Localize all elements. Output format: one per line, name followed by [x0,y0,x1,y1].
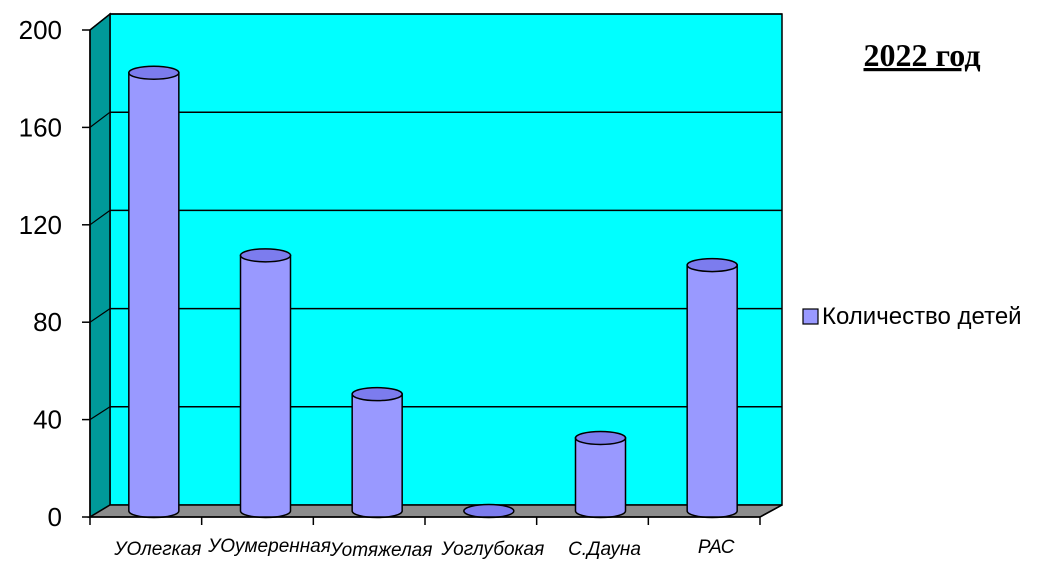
bar-body [686,264,738,519]
gridline-side [89,111,111,128]
legend-swatch [802,308,819,325]
bar [128,65,180,519]
y-tick-label: 40 [33,405,62,435]
chart-title: 2022 год [864,37,981,73]
gridline-side [89,406,111,421]
x-tick-label: Уотяжелая [329,540,433,561]
gridline-side [89,308,111,323]
bar-top [574,430,627,446]
x-axis: УОлегкая УОумеренная Уотяжелая Уоглубокая С.… [89,504,783,561]
y-tick-label: 160 [19,112,62,142]
x-tick-label: УОлегкая [113,539,201,560]
bar-top [128,65,180,80]
plot-floor [87,504,783,518]
bar [351,386,403,519]
bar [574,430,627,519]
bar-body [128,71,180,519]
y-tick-label: 0 [48,502,62,532]
bar-body [351,393,403,519]
bar [686,257,738,519]
bar [239,248,292,519]
bar-top [239,248,292,263]
bar-top [351,386,403,402]
bar [463,503,515,519]
gridline-side [89,209,111,226]
y-tick-label: 120 [19,210,62,240]
x-tick-label: РАС [698,537,735,558]
y-axis: 0 40 80 120 160 200 [19,15,91,532]
bar-body [574,437,627,519]
x-tick-label: Уоглубокая [440,539,544,560]
bar-top [463,503,515,519]
gridline-side [89,13,111,31]
bar-body [239,254,292,519]
plot-frame [87,12,783,519]
x-tick-label: С.Дауна [568,539,641,560]
bars [128,65,738,519]
x-axis-depth-line [759,504,783,518]
y-tick-label: 200 [19,15,62,45]
gridlines [89,13,782,421]
plot-back-wall [109,13,783,506]
y-tick-label: 80 [33,307,62,337]
x-tick-label: УОумеренная [207,536,331,557]
plot-side-wall [89,12,111,519]
legend-label: Количество детей [822,303,1022,330]
legend: Количество детей [802,303,1022,330]
bar-top [686,257,738,273]
